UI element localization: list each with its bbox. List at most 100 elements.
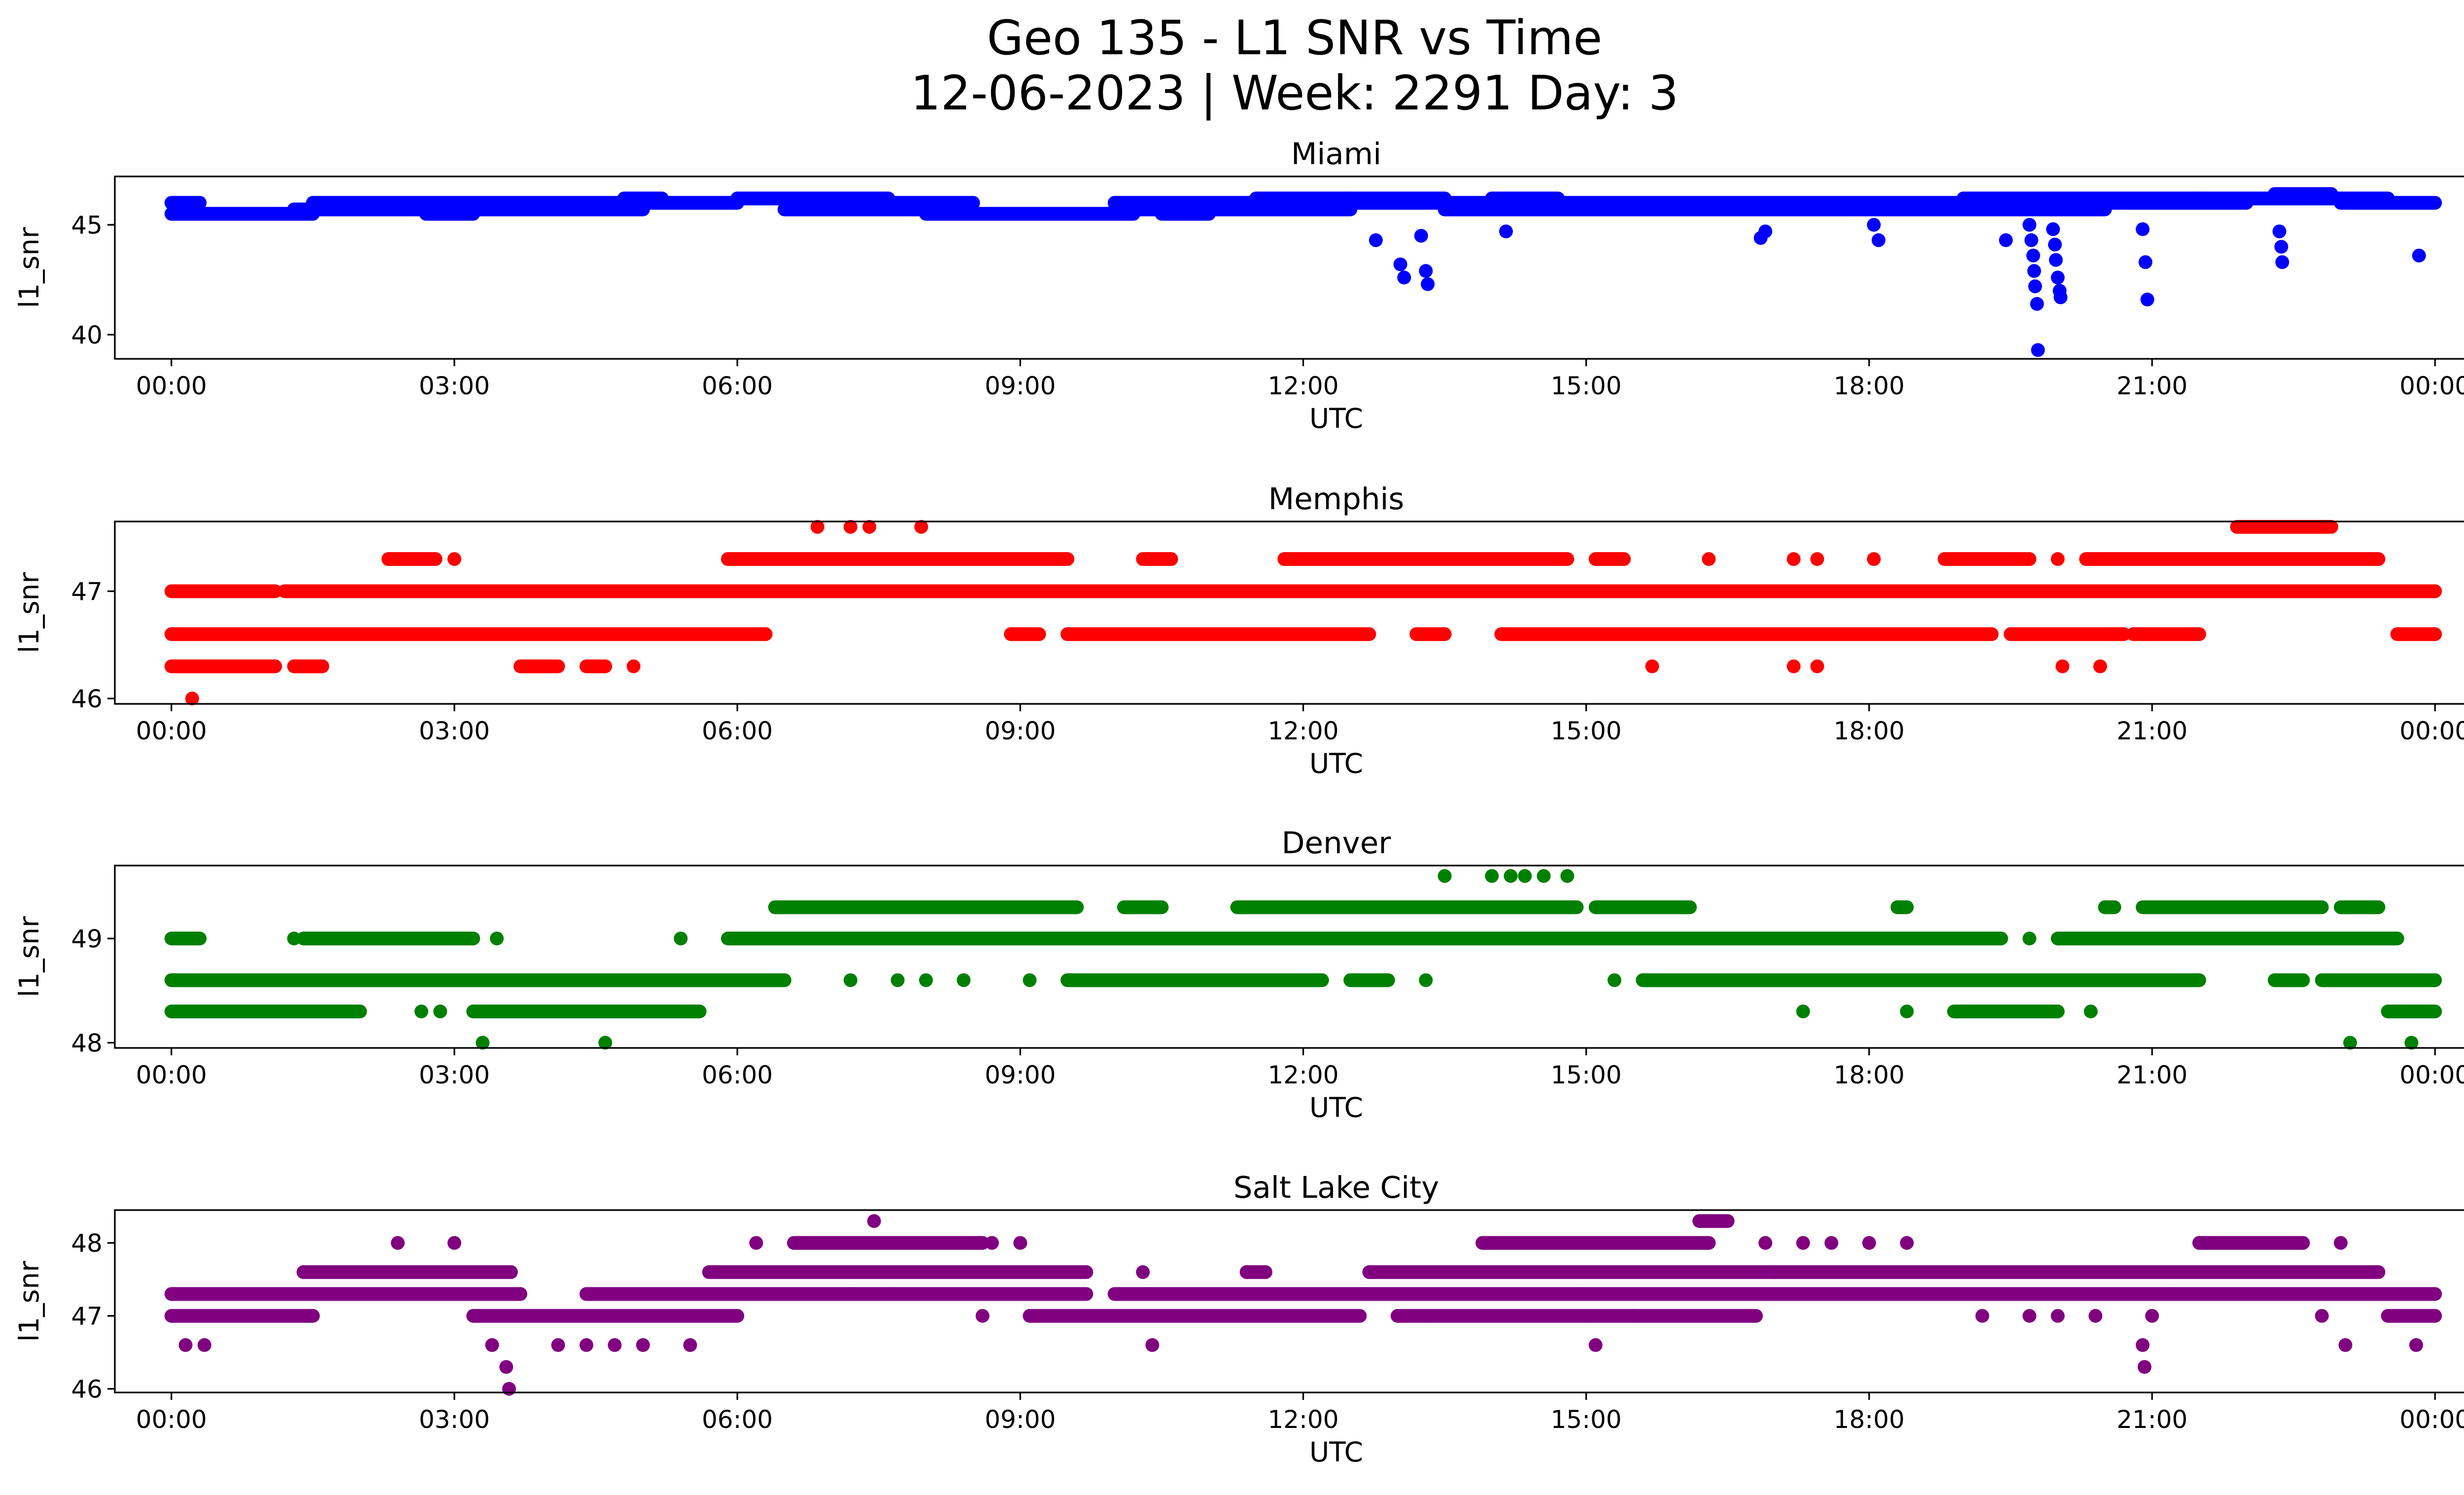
x-tick-label: 00:00	[2399, 372, 2464, 400]
x-axis-label: UTC	[1309, 1436, 1363, 1468]
y-axis-label: l1_snr	[13, 916, 45, 997]
data-point	[1810, 552, 1824, 566]
x-tick-label: 06:00	[702, 1405, 773, 1434]
x-tick-label: 12:00	[1267, 717, 1338, 745]
data-point	[2145, 1309, 2159, 1323]
data-point	[1499, 224, 1513, 239]
data-point	[551, 1338, 565, 1352]
data-point	[1560, 869, 1574, 883]
x-tick-label: 09:00	[985, 717, 1056, 745]
subplots: Miami 00:00 03:00 06:00 09:00 12:00 15:00 18:00…	[13, 137, 2464, 1468]
x-tick-label: 06:00	[702, 372, 773, 400]
data-point	[862, 520, 877, 534]
data-point	[2022, 932, 2037, 945]
subplot-title: Denver	[1282, 826, 1392, 861]
data-point	[2053, 290, 2068, 305]
data-points-memphis	[164, 520, 2442, 706]
y-tick-label: 49	[71, 925, 103, 953]
x-tick-label: 00:00	[136, 1405, 207, 1434]
data-point	[1145, 1338, 1160, 1352]
data-point	[197, 1338, 211, 1352]
data-point	[1023, 973, 1037, 987]
data-point	[185, 692, 199, 706]
data-point	[985, 1236, 999, 1250]
data-point	[2338, 1338, 2353, 1352]
x-tick-label: 03:00	[419, 1405, 490, 1434]
data-point	[1393, 257, 1407, 272]
x-tick-label: 21:00	[2117, 1405, 2188, 1434]
data-point	[2164, 1287, 2178, 1301]
data-point	[2272, 224, 2287, 239]
plot-frame	[114, 1209, 2464, 1393]
data-point	[1702, 552, 1716, 566]
x-tick-label: 03:00	[419, 372, 490, 400]
x-tick-label: 09:00	[985, 1061, 1056, 1089]
y-axis-label: l1_snr	[13, 1261, 45, 1342]
data-point	[1419, 1309, 1433, 1323]
x-tick-label: 06:00	[702, 1061, 773, 1089]
subplot-memphis: Memphis 00:00 03:00 06:00 09:00 12:00 15:00 18:…	[13, 482, 2464, 779]
data-point	[414, 1005, 429, 1018]
data-point	[1824, 1236, 1839, 1250]
y-tick-label: 47	[71, 1302, 103, 1331]
x-tick-label: 21:00	[2117, 1061, 2188, 1089]
y-axis-label: l1_snr	[13, 227, 45, 308]
y-tick-label: 46	[71, 1375, 103, 1404]
data-point	[843, 520, 857, 534]
data-point	[2409, 1338, 2423, 1352]
data-points-salt-lake-city	[164, 1214, 2442, 1396]
x-tick-label: 09:00	[985, 1405, 1056, 1434]
data-point	[1421, 277, 1435, 291]
plot-frame	[114, 175, 2464, 360]
data-point	[2028, 279, 2042, 293]
data-point	[2274, 240, 2289, 254]
data-point	[2051, 1309, 2065, 1323]
data-point	[1579, 1309, 1593, 1323]
data-point	[890, 973, 905, 987]
x-tick-label: 18:00	[1834, 1405, 1905, 1434]
data-point	[914, 520, 928, 534]
chart-title-line-2: 12-06-2023 | Week: 2291 Day: 3	[911, 66, 1679, 121]
data-point	[1758, 1236, 1773, 1250]
data-point	[433, 1005, 447, 1018]
plot-frame	[114, 521, 2464, 705]
subplot-title: Miami	[1291, 137, 1381, 172]
data-point	[674, 932, 688, 945]
data-point	[2030, 297, 2044, 311]
data-point	[1537, 869, 1551, 883]
y-tick-label: 45	[71, 211, 103, 240]
data-point	[2024, 233, 2039, 247]
data-point	[608, 1338, 622, 1352]
data-point	[1645, 659, 1659, 673]
subplot-salt-lake-city: Salt Lake City 00:00 03:00 06:00 09:00 12:00 1…	[13, 1170, 2464, 1468]
data-point	[1810, 659, 1824, 673]
x-tick-label: 03:00	[419, 717, 490, 745]
data-point	[2049, 253, 2063, 267]
data-point	[2140, 292, 2155, 307]
data-point	[1626, 1309, 1641, 1323]
data-point	[1485, 869, 1499, 883]
data-point	[1023, 1309, 1037, 1323]
data-point	[1900, 1236, 1914, 1250]
data-point	[2135, 1338, 2150, 1352]
data-point	[2022, 1309, 2037, 1323]
data-point	[975, 1309, 990, 1323]
y-tick-label: 46	[71, 685, 103, 713]
x-tick-label: 15:00	[1551, 372, 1622, 400]
data-point	[749, 1236, 763, 1250]
data-point	[490, 932, 504, 945]
data-point	[2404, 1036, 2419, 1050]
data-point	[843, 973, 857, 987]
x-tick-label: 12:00	[1267, 372, 1338, 400]
y-axis-label: l1_snr	[13, 572, 45, 653]
x-tick-label: 03:00	[419, 1061, 490, 1089]
x-tick-label: 00:00	[2399, 1405, 2464, 1434]
data-point	[485, 1338, 499, 1352]
data-point	[810, 520, 824, 534]
data-point	[919, 973, 933, 987]
data-point	[1796, 1005, 1810, 1018]
data-point	[2137, 1360, 2152, 1374]
data-point	[1419, 264, 1433, 278]
data-points-denver	[164, 869, 2442, 1050]
